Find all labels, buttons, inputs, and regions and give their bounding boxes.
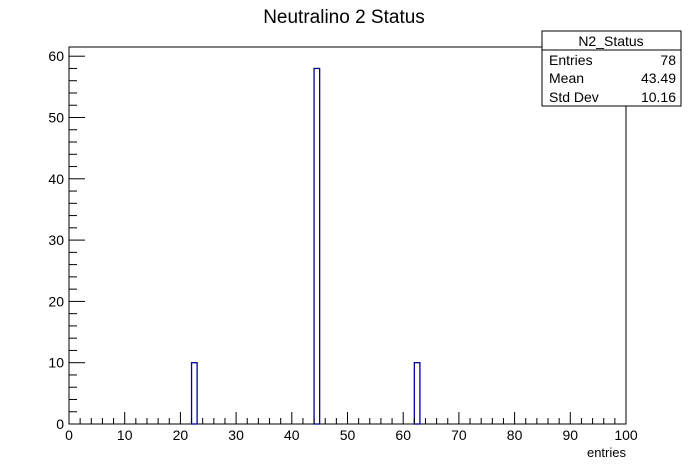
bars-group [190, 67, 421, 425]
x-tick-label: 50 [340, 427, 356, 443]
stats-stddev-value: 10.16 [641, 89, 676, 105]
histogram-bar [413, 362, 421, 425]
y-tick-label: 20 [48, 293, 64, 309]
histogram-bar [313, 67, 321, 425]
x-tick-label: 70 [451, 427, 467, 443]
x-tick-label: 40 [284, 427, 300, 443]
x-tick-label: 90 [563, 427, 579, 443]
y-tick-label: 50 [48, 109, 64, 125]
x-axis: 0 10 20 30 40 50 60 70 80 90 100 [65, 412, 638, 443]
x-tick-label: 80 [507, 427, 523, 443]
y-tick-label: 60 [48, 48, 64, 64]
x-tick-label: 0 [65, 427, 73, 443]
x-tick-label: 20 [173, 427, 189, 443]
y-axis: 0 10 20 30 40 50 60 [48, 48, 85, 432]
stats-box-title: N2_Status [578, 33, 643, 49]
stats-box: N2_Status Entries 78 Mean 43.49 Std Dev … [541, 30, 682, 107]
y-tick-label: 0 [56, 416, 64, 432]
x-axis-title: entries [587, 445, 627, 460]
histogram-bar [190, 362, 198, 425]
x-tick-label: 10 [117, 427, 133, 443]
stats-stddev-label: Std Dev [549, 89, 599, 105]
x-tick-label: 100 [614, 427, 638, 443]
stats-mean-value: 43.49 [641, 70, 676, 86]
stats-mean-label: Mean [549, 70, 584, 86]
y-tick-label: 40 [48, 171, 64, 187]
x-tick-label: 60 [395, 427, 411, 443]
stats-entries-label: Entries [549, 52, 593, 68]
y-tick-label: 30 [48, 232, 64, 248]
stats-entries-value: 78 [660, 52, 676, 68]
y-tick-label: 10 [48, 355, 64, 371]
chart-title: Neutralino 2 Status [263, 7, 425, 28]
x-tick-label: 30 [228, 427, 244, 443]
stats-box-frame [541, 30, 682, 107]
